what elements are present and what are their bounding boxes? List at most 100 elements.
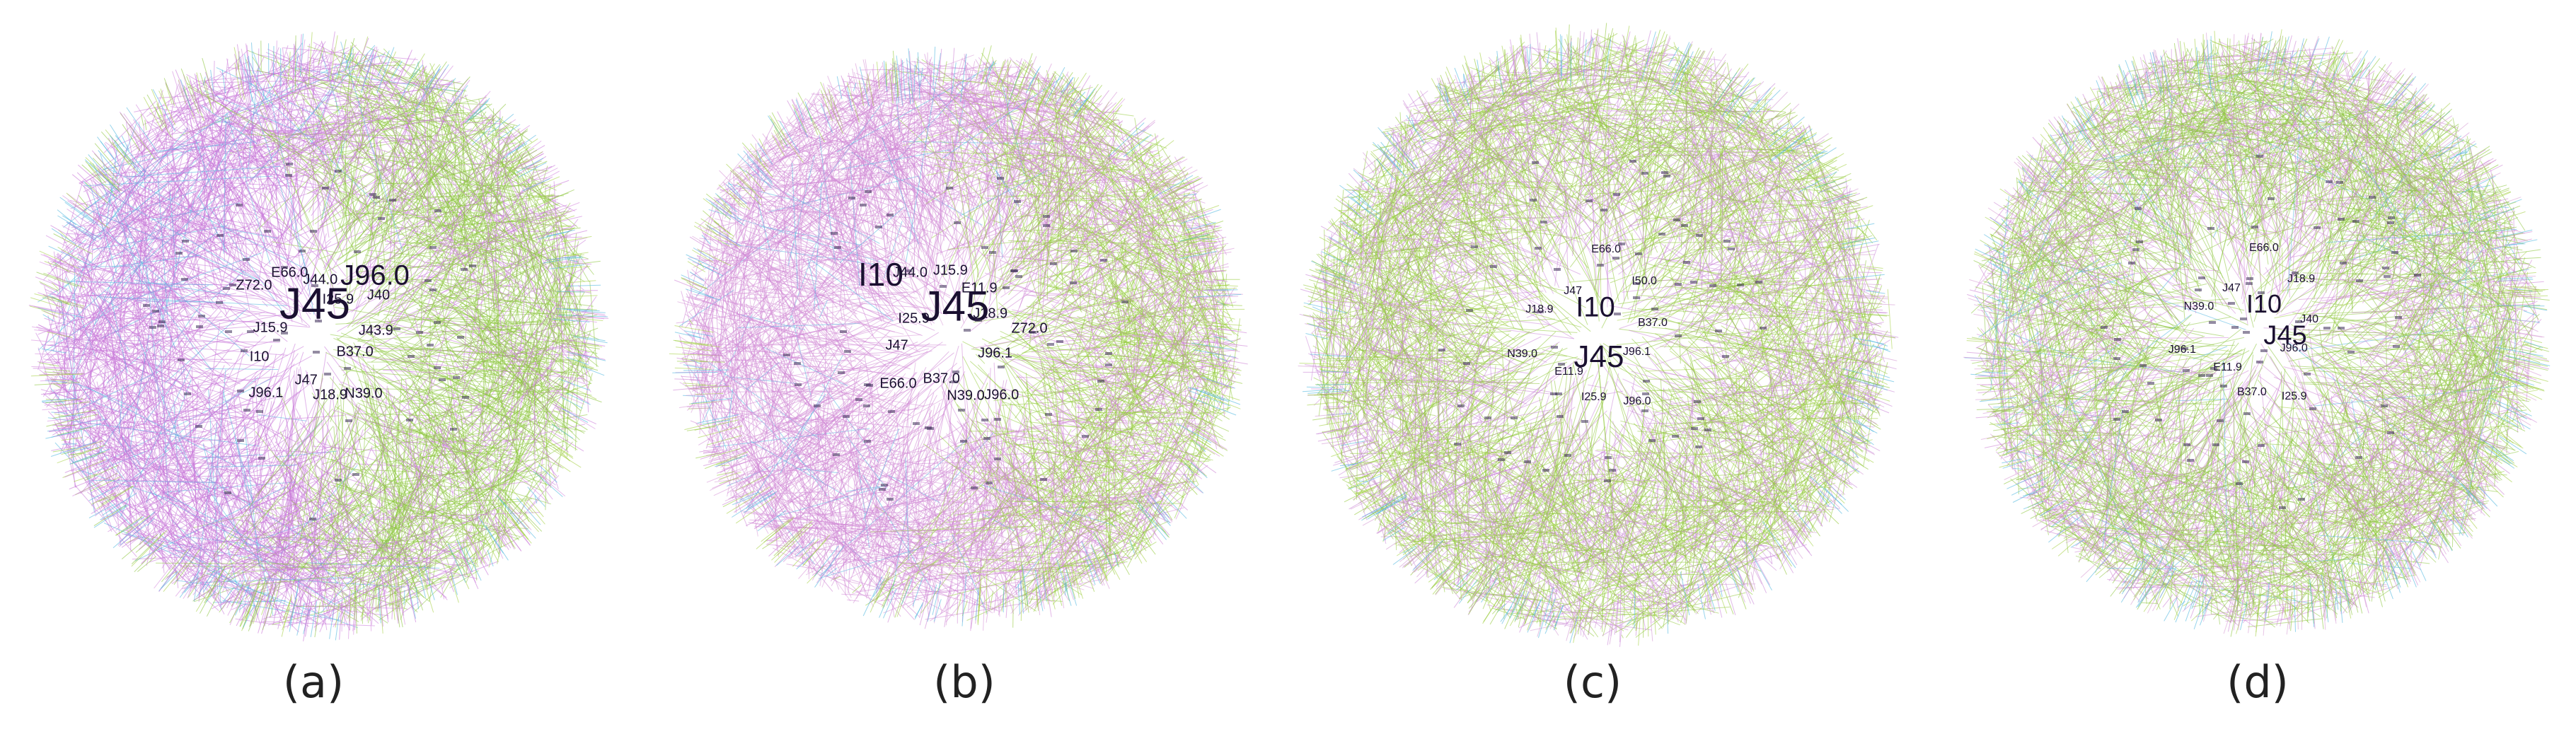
node-mark (181, 239, 189, 243)
node-mark (912, 422, 920, 426)
node-mark (1540, 221, 1548, 224)
node-mark (177, 358, 185, 361)
node-mark (981, 246, 989, 250)
node-mark (1069, 281, 1077, 285)
node-mark (2207, 227, 2215, 231)
node-mark (2183, 443, 2190, 446)
node-label-small: I25.9 (1581, 391, 1607, 404)
node-mark (452, 375, 460, 379)
node-mark (450, 427, 458, 431)
node-mark (272, 338, 280, 342)
panel-a: J45 J96.0 B37.0 N39.0 J18.9 J47 J96.1 I10 J15.9 Z… (0, 0, 637, 734)
node-mark (1663, 174, 1670, 177)
node-mark (997, 176, 1005, 180)
node-label-small: B37.0 (2237, 386, 2267, 399)
node-label-small: J18.9 (973, 305, 1008, 322)
node-mark (2235, 482, 2243, 486)
node-label-small: I25.9 (898, 310, 930, 327)
node-mark (2132, 248, 2139, 252)
node-mark (429, 289, 437, 292)
node-mark (2147, 381, 2154, 385)
node-mark (263, 230, 271, 233)
node-mark (2240, 317, 2248, 320)
node-mark (970, 487, 978, 490)
node-mark (2260, 349, 2268, 352)
node-label-small: E11.9 (1554, 365, 1583, 378)
node-mark (2323, 326, 2330, 330)
node-mark (1558, 362, 1566, 366)
node-mark (1003, 286, 1010, 290)
node-mark (840, 330, 848, 333)
node-mark (343, 367, 351, 371)
node-mark (1484, 416, 1491, 419)
node-mark (959, 439, 967, 443)
node-mark (2339, 262, 2347, 265)
node-mark (1121, 301, 1128, 304)
node-mark (2197, 276, 2205, 279)
node-mark (1438, 348, 1445, 351)
node-mark (298, 249, 306, 252)
node-mark (429, 245, 437, 249)
node-mark (1641, 409, 1648, 412)
node-mark (993, 457, 1001, 460)
node-mark (353, 250, 361, 254)
node-mark (1497, 458, 1505, 462)
node-mark (1056, 339, 1064, 343)
node-mark (2113, 356, 2120, 360)
node-mark (2122, 409, 2130, 413)
node-mark (2256, 361, 2263, 364)
node-label-small: J96.1 (1622, 346, 1651, 359)
node-mark (424, 279, 432, 283)
node-label-small: Z72.0 (236, 277, 272, 293)
edges-c (1298, 23, 1899, 647)
node-mark (1531, 161, 1539, 164)
node-mark (1047, 343, 1055, 346)
node-mark (433, 320, 441, 324)
node-mark (1690, 281, 1698, 284)
node-mark (2251, 225, 2259, 228)
node-mark (2387, 431, 2395, 434)
node-label-small: E66.0 (1591, 243, 1621, 256)
node-label-small: B37.0 (1638, 316, 1668, 329)
node-mark (308, 517, 316, 520)
node-label-small: Z72.0 (1011, 320, 1048, 337)
node-mark (1537, 310, 1544, 313)
node-mark (2257, 291, 2265, 295)
node-mark (2391, 251, 2399, 255)
node-mark (2394, 316, 2402, 320)
node-mark (434, 209, 442, 213)
node-mark (843, 349, 851, 353)
node-mark (1643, 380, 1651, 383)
node-mark (2183, 369, 2190, 373)
node-mark (2369, 196, 2376, 199)
node-mark (946, 186, 954, 190)
node-mark (321, 187, 329, 190)
node-mark (152, 310, 160, 313)
edges-b (669, 45, 1248, 631)
node-mark (1658, 232, 1666, 235)
node-label-small: I25.9 (322, 291, 354, 308)
node-mark (1554, 267, 1561, 271)
node-mark (964, 328, 971, 332)
node-label-small: N39.0 (345, 385, 383, 402)
node-mark (416, 331, 424, 334)
node-mark (1691, 427, 1699, 431)
node-mark (1597, 263, 1605, 267)
node-mark (1070, 249, 1078, 252)
node-label-small: J44.0 (303, 272, 338, 288)
node-mark (1723, 240, 1731, 243)
node-mark (988, 251, 996, 255)
node-mark (993, 418, 1001, 421)
node-mark (1504, 451, 1512, 455)
node-mark (393, 327, 401, 330)
node-mark (2217, 419, 2224, 423)
node-mark (281, 265, 289, 269)
node-mark (874, 226, 882, 229)
node-mark (335, 170, 342, 173)
node-mark (1635, 252, 1643, 256)
node-mark (1614, 313, 1622, 316)
node-mark (2347, 350, 2355, 354)
node-mark (951, 380, 958, 383)
node-mark (1609, 468, 1617, 472)
node-label-small: J44.0 (893, 264, 928, 281)
